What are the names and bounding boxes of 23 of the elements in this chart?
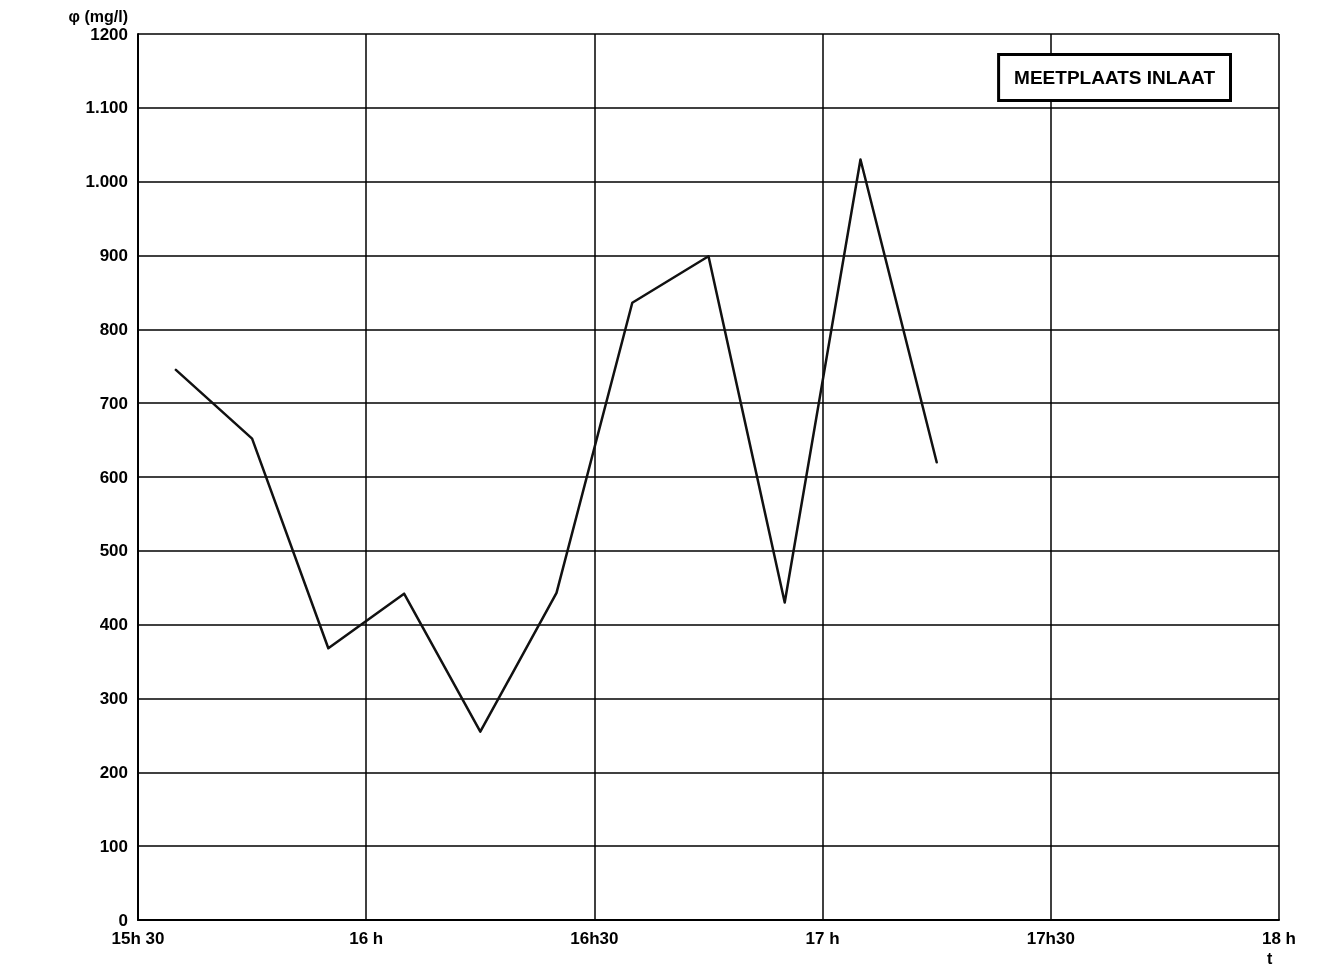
y-tick-label: 500 [99, 541, 128, 561]
y-tick-label: 400 [99, 615, 128, 635]
x-tick-label: 16h30 [570, 929, 619, 948]
y-tick-label: 1200 [90, 24, 128, 44]
y-tick-label: 1.100 [85, 98, 128, 118]
x-tick-label: 18 h [1261, 929, 1297, 948]
y-axis-title: φ (mg/l) [68, 7, 128, 25]
y-tick-label: 900 [99, 246, 128, 265]
y-tick-label: 800 [99, 319, 128, 339]
y-tick-label: 700 [99, 393, 128, 413]
x-tick-label: 16 h [349, 929, 384, 948]
x-tick-label: 15h 30 [111, 929, 165, 948]
y-tick-label: 600 [99, 467, 128, 487]
y-tick-label: 300 [99, 689, 128, 708]
x-axis-title: t [1267, 949, 1273, 967]
x-tick-label: 17 h [805, 929, 840, 948]
y-tick-label: 1.000 [85, 172, 128, 192]
y-tick-label: 100 [99, 836, 128, 856]
y-tick-label: 200 [99, 762, 128, 782]
y-tick-label: 0 [118, 910, 128, 930]
x-tick-label: 17h30 [1026, 929, 1075, 948]
line-series [174, 158, 938, 733]
annotation: MEETPLAATS INLAAT [1014, 67, 1216, 88]
